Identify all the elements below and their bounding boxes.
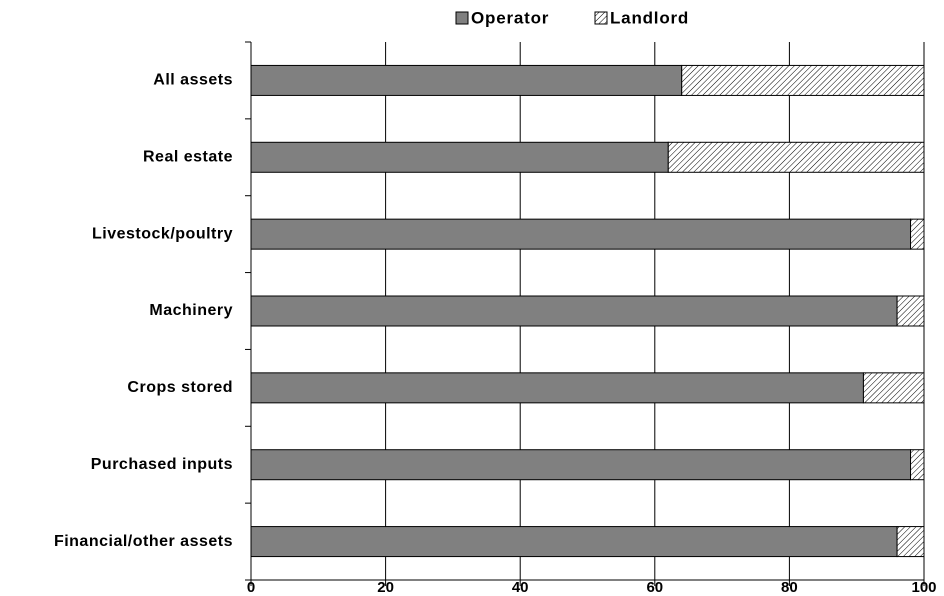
bar-segment (250, 526, 898, 558)
bar-segment (250, 449, 912, 481)
bar-segment (250, 64, 683, 96)
y-tick-label: All assets (153, 72, 233, 89)
y-tick-label: Real estate (143, 149, 233, 166)
y-tick-label: Machinery (149, 302, 233, 319)
x-tick-label: 100 (911, 579, 936, 596)
bar-segment (896, 526, 925, 558)
x-tick-label: 60 (646, 579, 663, 596)
x-tick-label: 40 (512, 579, 529, 596)
bar-segment (681, 64, 925, 96)
y-tick-label: Livestock/poultry (92, 225, 233, 242)
legend-label: Landlord (610, 8, 689, 27)
bar-segment (250, 141, 669, 173)
y-tick-label: Purchased inputs (91, 456, 233, 473)
x-tick-label: 20 (377, 579, 394, 596)
bar-segment (250, 295, 898, 327)
bar-segment (910, 449, 925, 481)
bar-segment (862, 372, 925, 404)
bar-segment (250, 372, 864, 404)
bar-segment (910, 218, 925, 250)
legend-swatch (455, 11, 469, 25)
x-tick-label: 0 (247, 579, 255, 596)
legend-label: Operator (471, 8, 549, 27)
bar-segment (896, 295, 925, 327)
x-tick-label: 80 (781, 579, 798, 596)
bar-segment (667, 141, 925, 173)
bar-segment (250, 218, 912, 250)
legend-swatch (594, 11, 608, 25)
y-tick-label: Crops stored (127, 379, 233, 396)
y-tick-label: Financial/other assets (54, 533, 233, 550)
